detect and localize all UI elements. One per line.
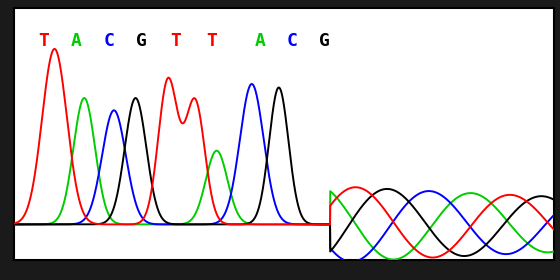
Text: C: C xyxy=(103,32,114,50)
Text: C: C xyxy=(287,32,298,50)
Text: A: A xyxy=(254,32,265,50)
Text: T: T xyxy=(206,32,217,50)
Text: T: T xyxy=(38,32,49,50)
Text: G: G xyxy=(319,32,330,50)
Text: G: G xyxy=(136,32,146,50)
Text: T: T xyxy=(171,32,181,50)
Text: A: A xyxy=(71,32,82,50)
